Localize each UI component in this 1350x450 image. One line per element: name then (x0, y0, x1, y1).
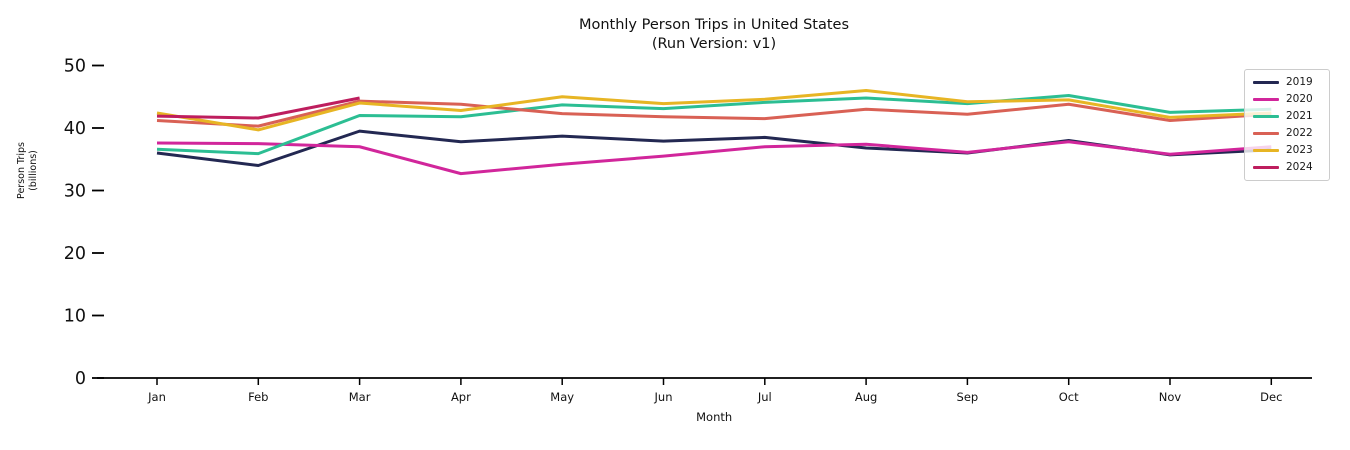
y-axis-label-line-1: Person Trips (16, 142, 27, 199)
legend-item-2019: 2019 (1245, 77, 1329, 88)
legend-swatch-2019 (1253, 81, 1279, 85)
legend-item-2020: 2020 (1245, 94, 1329, 105)
series-line-2019 (156, 129, 1272, 167)
chart-title-block: Monthly Person Trips in United States (R… (0, 16, 1350, 54)
x-tick-label-jul: Jul (757, 390, 772, 404)
legend-item-2021: 2021 (1245, 111, 1329, 122)
y-tick-label-20: 20 (64, 244, 86, 264)
legend: 2019 2020 2021 2022 2023 2024 (1244, 69, 1330, 181)
series-line-2022 (156, 99, 1272, 128)
y-tick-label-50: 50 (64, 57, 86, 77)
series-line-2020 (156, 140, 1272, 176)
x-tick-label-sep: Sep (957, 390, 979, 404)
legend-swatch-2020 (1253, 98, 1279, 102)
chart-title: Monthly Person Trips in United States (578, 17, 850, 33)
series-line-2023 (156, 89, 1272, 132)
x-tick-label-jan: Jan (147, 390, 166, 404)
y-tick-label-30: 30 (64, 182, 86, 202)
y-tick-label-10: 10 (64, 307, 86, 327)
legend-swatch-2022 (1253, 131, 1279, 135)
x-tick-label-nov: Nov (1159, 390, 1182, 404)
legend-label-2022: 2022 (1286, 127, 1313, 140)
x-tick-label-mar: Mar (349, 390, 371, 404)
legend-item-2023: 2023 (1245, 145, 1329, 156)
legend-swatch-2021 (1253, 115, 1279, 119)
x-tick-label-aug: Aug (855, 390, 877, 404)
legend-label-2023: 2023 (1286, 144, 1313, 157)
legend-swatch-2024 (1253, 165, 1279, 169)
x-axis-label: Month (696, 410, 732, 424)
chart-subtitle: (Run Version: v1) (651, 36, 777, 52)
legend-item-2024: 2024 (1245, 162, 1329, 173)
legend-item-2022: 2022 (1245, 128, 1329, 139)
y-tick-label-0: 0 (75, 369, 86, 389)
x-tick-label-oct: Oct (1059, 390, 1079, 404)
x-tick-label-may: May (550, 390, 574, 404)
legend-label-2020: 2020 (1286, 93, 1313, 106)
series-line-2021 (156, 94, 1272, 156)
legend-label-2024: 2024 (1286, 161, 1313, 174)
legend-label-2019: 2019 (1286, 76, 1313, 89)
x-tick-label-jun: Jun (654, 390, 673, 404)
x-tick-label-feb: Feb (248, 390, 268, 404)
legend-swatch-2023 (1253, 148, 1279, 152)
x-tick-label-dec: Dec (1260, 390, 1282, 404)
series-line-2024 (156, 96, 360, 120)
legend-label-2021: 2021 (1286, 110, 1313, 123)
y-axis-label-line-2: (billions) (28, 150, 39, 191)
y-tick-label-40: 40 (64, 119, 86, 139)
x-tick-label-apr: Apr (451, 390, 471, 404)
